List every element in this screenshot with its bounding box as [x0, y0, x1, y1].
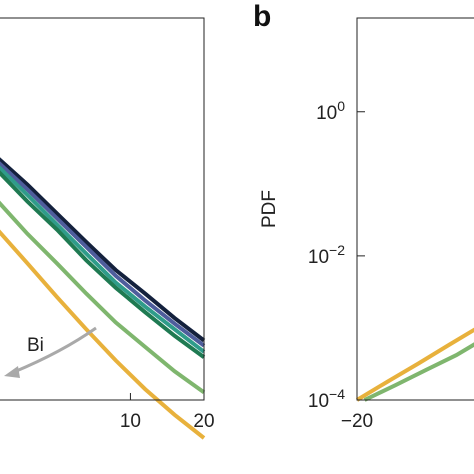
- panel-a: 10 20 Bi: [0, 17, 215, 440]
- panel-a-annotation-arrow: [13, 326, 97, 374]
- panel-b-y-ticks: 100 10−2 10−4: [308, 98, 365, 412]
- panel-b-y-tick-label: 10−2: [308, 242, 345, 268]
- panel-a-annotation-bi: Bi: [27, 335, 44, 356]
- panel-b: b 100 10−2 10−4 −20 PDF: [253, 0, 474, 432]
- panel-b-y-axis-label: PDF: [259, 190, 280, 228]
- panel-a-series-2: [0, 161, 206, 348]
- panel-b-series: [355, 327, 474, 402]
- panel-a-frame: [0, 17, 205, 401]
- panel-b-frame: [356, 17, 474, 401]
- panel-a-series-6: [0, 229, 206, 440]
- panel-a-annotation-arrowhead: [4, 366, 20, 378]
- panel-a-series-4: [0, 170, 206, 359]
- panel-a-series: [0, 157, 206, 440]
- panel-a-x-tick-label: 10: [120, 411, 141, 432]
- panel-b-series-2: [363, 342, 474, 402]
- panel-b-x-ticks: −20: [341, 411, 373, 432]
- panel-b-y-tick-label: 10−4: [308, 386, 345, 412]
- panel-b-y-tick-label: 100: [316, 98, 345, 124]
- panel-b-x-tick-label: −20: [341, 411, 373, 432]
- panel-b-letter: b: [253, 0, 271, 33]
- panel-a-x-ticks: 10 20: [120, 393, 215, 432]
- panel-a-series-3: [0, 165, 206, 354]
- panel-a-x-tick-label: 20: [193, 411, 214, 432]
- panel-a-series-1: [0, 157, 206, 343]
- panel-b-series-1: [355, 327, 474, 402]
- panel-a-series-5: [0, 200, 206, 395]
